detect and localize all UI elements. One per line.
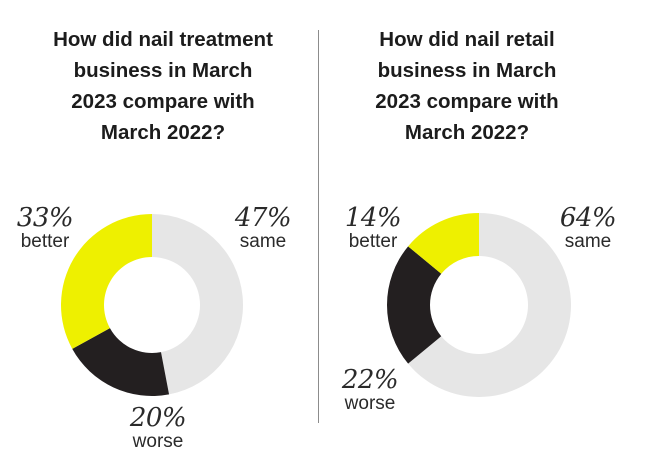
- slice-percent: 64%: [559, 203, 617, 233]
- slice-percent: 33%: [16, 203, 74, 233]
- label-retail-same: 64% same: [553, 205, 623, 251]
- chart-divider: [318, 30, 319, 423]
- slice-category: better: [20, 231, 70, 252]
- slice-worse: [72, 328, 170, 397]
- donut-nail-retail: [387, 213, 572, 397]
- label-retail-better: 14% better: [338, 205, 408, 251]
- slice-same: [152, 214, 244, 395]
- title-line: 2023 compare with: [375, 90, 559, 113]
- slice-better: [60, 214, 152, 349]
- slice-same: [408, 213, 572, 397]
- title-line: How did nail treatment: [53, 28, 273, 51]
- slice-category: same: [564, 231, 612, 252]
- title-line: 2023 compare with: [71, 90, 255, 113]
- title-line: March 2022?: [404, 121, 530, 144]
- slice-percent: 20%: [129, 403, 187, 433]
- donut-nail-treatment: [60, 214, 244, 397]
- slice-percent: 47%: [234, 203, 292, 233]
- label-treatment-same: 47% same: [228, 205, 298, 251]
- slice-category: worse: [344, 393, 396, 414]
- slice-category: better: [348, 231, 398, 252]
- title-line: How did nail retail: [379, 28, 555, 51]
- slice-percent: 14%: [344, 203, 402, 233]
- slice-worse: [387, 246, 442, 364]
- slice-better: [408, 213, 479, 274]
- chart-title-nail-retail: How did nail retail business in March 20…: [318, 24, 616, 148]
- label-treatment-better: 33% better: [10, 205, 80, 251]
- title-line: business in March: [73, 59, 253, 82]
- slice-category: worse: [132, 431, 184, 452]
- slice-category: same: [239, 231, 287, 252]
- title-line: March 2022?: [100, 121, 226, 144]
- label-retail-worse: 22% worse: [332, 367, 408, 413]
- slice-percent: 22%: [341, 365, 399, 395]
- title-line: business in March: [377, 59, 557, 82]
- chart-title-nail-treatment: How did nail treatment business in March…: [18, 24, 308, 148]
- label-treatment-worse: 20% worse: [120, 405, 196, 451]
